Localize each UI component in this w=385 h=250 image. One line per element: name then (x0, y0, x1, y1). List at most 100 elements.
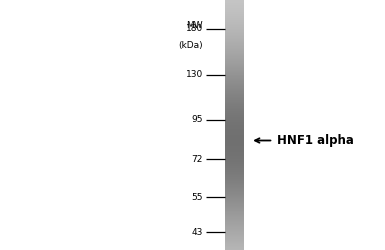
Bar (225, 70, 244, 71)
Bar (225, 175, 244, 176)
Bar (225, 162, 244, 163)
Bar (225, 172, 244, 173)
Bar (225, 133, 244, 134)
Bar (225, 208, 244, 209)
Bar (225, 199, 244, 200)
Bar (225, 195, 244, 196)
Text: 43: 43 (191, 228, 203, 237)
Bar (225, 90, 244, 91)
Bar (225, 137, 244, 138)
Bar (225, 130, 244, 131)
Bar (225, 55, 244, 56)
Bar (225, 247, 244, 248)
Bar (225, 115, 244, 116)
Bar (225, 69, 244, 70)
Bar (225, 83, 244, 84)
Bar (225, 198, 244, 199)
Bar (225, 241, 244, 242)
Bar (225, 31, 244, 32)
Bar (225, 236, 244, 237)
Bar (225, 2, 244, 3)
Bar (225, 196, 244, 197)
Bar (225, 141, 244, 142)
Bar (225, 79, 244, 80)
Bar (225, 21, 244, 22)
Bar (225, 68, 244, 69)
Bar (225, 246, 244, 247)
Bar (225, 197, 244, 198)
Bar (225, 54, 244, 55)
Bar (225, 178, 244, 179)
Bar (225, 37, 244, 38)
Bar (225, 18, 244, 19)
Bar (225, 160, 244, 161)
Text: 95: 95 (191, 115, 203, 124)
Bar (225, 157, 244, 158)
Bar (225, 232, 244, 233)
Bar (225, 59, 244, 60)
Bar (225, 40, 244, 41)
Bar (225, 238, 244, 239)
Bar (225, 7, 244, 8)
Bar (225, 125, 244, 126)
Bar (225, 36, 244, 37)
Bar (225, 103, 244, 104)
Bar (225, 135, 244, 136)
Bar (225, 161, 244, 162)
Bar (225, 204, 244, 205)
Bar (225, 67, 244, 68)
Bar (225, 3, 244, 4)
Bar (225, 147, 244, 148)
Bar (225, 1, 244, 2)
Bar (225, 121, 244, 122)
Bar (225, 12, 244, 13)
Bar (225, 210, 244, 211)
Bar (225, 53, 244, 54)
Bar (225, 20, 244, 21)
Bar (225, 64, 244, 65)
Bar (225, 0, 244, 1)
Bar (225, 187, 244, 188)
Bar (225, 98, 244, 99)
Bar (225, 138, 244, 139)
Bar (225, 218, 244, 219)
Bar (225, 45, 244, 46)
Bar (225, 207, 244, 208)
Bar (225, 129, 244, 130)
Bar (225, 202, 244, 203)
Bar (225, 118, 244, 119)
Bar (225, 92, 244, 93)
Bar (225, 155, 244, 156)
Bar (225, 214, 244, 215)
Bar (225, 233, 244, 234)
Bar (225, 132, 244, 133)
Bar (225, 15, 244, 16)
Bar (225, 71, 244, 72)
Bar (225, 28, 244, 29)
Bar (225, 87, 244, 88)
Bar (225, 242, 244, 243)
Bar (225, 62, 244, 63)
Bar (225, 77, 244, 78)
Bar (225, 217, 244, 218)
Bar (225, 180, 244, 181)
Bar (225, 5, 244, 6)
Bar (225, 97, 244, 98)
Bar (225, 213, 244, 214)
Bar (225, 128, 244, 129)
Bar (225, 73, 244, 74)
Bar (225, 76, 244, 77)
Bar (225, 183, 244, 184)
Bar (225, 222, 244, 223)
Bar (225, 8, 244, 9)
Bar (225, 17, 244, 18)
Bar (225, 113, 244, 114)
Bar (225, 61, 244, 62)
Bar (225, 188, 244, 189)
Bar (225, 244, 244, 245)
Bar (225, 74, 244, 75)
Bar (225, 114, 244, 115)
Bar (225, 91, 244, 92)
Bar (225, 107, 244, 108)
Bar (225, 148, 244, 149)
